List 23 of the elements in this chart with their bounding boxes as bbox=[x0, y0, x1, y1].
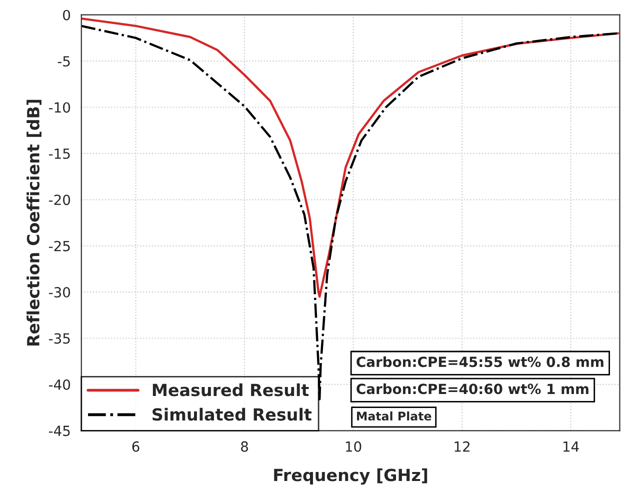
annotation: Carbon:CPE=45:55 wt% 0.8 mm bbox=[356, 356, 604, 368]
x-tick-label: 12 bbox=[454, 441, 470, 452]
x-tick-label: 10 bbox=[346, 441, 362, 452]
y-tick-label: -15 bbox=[48, 148, 70, 159]
y-tick-label: -40 bbox=[48, 379, 70, 390]
line-series bbox=[81, 17, 620, 298]
x-tick-label: 6 bbox=[132, 441, 140, 452]
annotation: Carbon:CPE=40:60 wt% 1 mm bbox=[356, 383, 588, 394]
y-tick-label: -5 bbox=[58, 56, 70, 67]
y-axis-title: Reflection Coefficient [dB] bbox=[26, 100, 42, 346]
y-tick-label: -35 bbox=[48, 333, 70, 344]
y-tick-label: -10 bbox=[48, 102, 70, 113]
y-tick-label: -25 bbox=[48, 240, 70, 252]
y-tick-label: 0 bbox=[63, 10, 70, 20]
x-tick-label: 14 bbox=[563, 441, 579, 452]
x-axis-title: Frequency [GHz] bbox=[274, 468, 428, 485]
y-tick-label: -30 bbox=[48, 287, 70, 298]
x-tick-label: 8 bbox=[241, 441, 248, 452]
legend-label: Measured Result bbox=[152, 383, 309, 396]
legend-label: Simulated Result bbox=[152, 408, 312, 421]
y-tick-label: -45 bbox=[48, 426, 70, 436]
y-tick-label: -20 bbox=[48, 194, 70, 206]
annotation: Matal Plate bbox=[357, 411, 432, 421]
